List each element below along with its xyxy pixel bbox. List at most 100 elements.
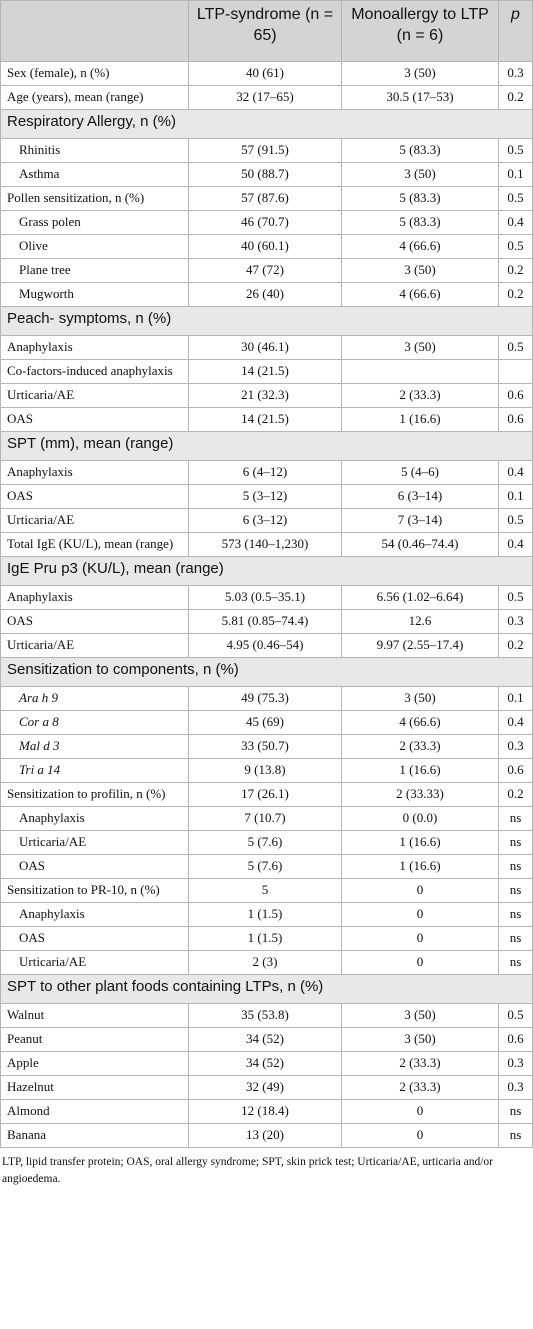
row-label: Total IgE (KU/L), mean (range) (0, 532, 189, 557)
data-row: Co-factors-induced anaphylaxis 14 (21.5) (0, 359, 533, 384)
cell-ltp: 7 (10.7) (188, 806, 342, 831)
row-label: Rhinitis (0, 138, 189, 163)
row-label: Anaphylaxis (0, 335, 189, 360)
data-row: Urticaria/AE 2 (3) 0 ns (0, 950, 533, 975)
data-row: Sensitization to profilin, n (%) 17 (26.1… (0, 782, 533, 807)
row-label: Almond (0, 1099, 189, 1124)
header-cell (0, 0, 189, 62)
cell-p: 0.5 (498, 138, 533, 163)
table-body: Sex (female), n (%) 40 (61) 3 (50) 0.3 Age (… (0, 61, 533, 1148)
cell-ltp: 40 (61) (188, 61, 342, 86)
cell-p: ns (498, 878, 533, 903)
data-row: OAS 5 (7.6) 1 (16.6) ns (0, 854, 533, 879)
cell-ltp: 5 (7.6) (188, 854, 342, 879)
cell-ltp: 35 (53.8) (188, 1003, 342, 1028)
cell-mono: 2 (33.3) (341, 1075, 499, 1100)
data-row: Age (years), mean (range) 32 (17–65) 30.5 … (0, 85, 533, 110)
section-row: Peach- symptoms, n (%) (0, 306, 533, 336)
row-label: Urticaria/AE (0, 508, 189, 533)
row-label: Pollen sensitization, n (%) (0, 186, 189, 211)
cell-p: 0.4 (498, 532, 533, 557)
cell-ltp: 13 (20) (188, 1123, 342, 1148)
cell-mono: 5 (83.3) (341, 210, 499, 235)
cell-p: 0.4 (498, 460, 533, 485)
cell-mono: 3 (50) (341, 258, 499, 283)
cell-p: ns (498, 854, 533, 879)
cell-p: 0.6 (498, 407, 533, 432)
row-label: Urticaria/AE (0, 830, 189, 855)
header-cell: Monoallergy to LTP (n = 6) (341, 0, 499, 62)
cell-ltp: 12 (18.4) (188, 1099, 342, 1124)
section-title: Respiratory Allergy, n (%) (0, 109, 533, 139)
data-row: Grass polen 46 (70.7) 5 (83.3) 0.4 (0, 210, 533, 235)
data-row: OAS 5 (3–12) 6 (3–14) 0.1 (0, 484, 533, 509)
cell-p: 0.2 (498, 282, 533, 307)
data-row: Mugworth 26 (40) 4 (66.6) 0.2 (0, 282, 533, 307)
row-label: Plane tree (0, 258, 189, 283)
data-table: LTP-syndrome (n = 65) Monoallergy to LTP… (0, 0, 533, 1148)
cell-ltp: 5.81 (0.85–74.4) (188, 609, 342, 634)
cell-p: ns (498, 950, 533, 975)
footnote: LTP, lipid transfer protein; OAS, oral a… (2, 1156, 493, 1185)
data-row: Hazelnut 32 (49) 2 (33.3) 0.3 (0, 1075, 533, 1100)
cell-ltp: 5 (7.6) (188, 830, 342, 855)
row-label: Apple (0, 1051, 189, 1076)
row-label: Grass polen (0, 210, 189, 235)
cell-mono: 2 (33.33) (341, 782, 499, 807)
data-row: Urticaria/AE 4.95 (0.46–54) 9.97 (2.55–17.… (0, 633, 533, 658)
cell-ltp: 17 (26.1) (188, 782, 342, 807)
cell-mono: 3 (50) (341, 335, 499, 360)
cell-mono: 2 (33.3) (341, 383, 499, 408)
data-row: Plane tree 47 (72) 3 (50) 0.2 (0, 258, 533, 283)
section-row: SPT to other plant foods containing LTPs… (0, 974, 533, 1004)
cell-ltp: 5 (3–12) (188, 484, 342, 509)
data-row: Banana 13 (20) 0 ns (0, 1123, 533, 1148)
cell-p: ns (498, 902, 533, 927)
cell-ltp: 46 (70.7) (188, 210, 342, 235)
cell-p: 0.2 (498, 782, 533, 807)
row-label: OAS (0, 609, 189, 634)
row-label: Mugworth (0, 282, 189, 307)
data-row: Olive 40 (60.1) 4 (66.6) 0.5 (0, 234, 533, 259)
data-row: OAS 5.81 (0.85–74.4) 12.6 0.3 (0, 609, 533, 634)
cell-p: 0.5 (498, 1003, 533, 1028)
data-row: Total IgE (KU/L), mean (range) 573 (140–1… (0, 532, 533, 557)
cell-ltp: 4.95 (0.46–54) (188, 633, 342, 658)
cell-p: 0.2 (498, 85, 533, 110)
cell-ltp: 34 (52) (188, 1051, 342, 1076)
cell-p: ns (498, 1099, 533, 1124)
data-row: Urticaria/AE 21 (32.3) 2 (33.3) 0.6 (0, 383, 533, 408)
data-row: Peanut 34 (52) 3 (50) 0.6 (0, 1027, 533, 1052)
cell-p: 0.1 (498, 484, 533, 509)
row-label: Sensitization to profilin, n (%) (0, 782, 189, 807)
cell-p: 0.6 (498, 758, 533, 783)
row-label: Anaphylaxis (0, 902, 189, 927)
cell-ltp: 32 (49) (188, 1075, 342, 1100)
data-row: OAS 1 (1.5) 0 ns (0, 926, 533, 951)
cell-p: 0.3 (498, 1075, 533, 1100)
cell-mono: 1 (16.6) (341, 407, 499, 432)
data-row: OAS 14 (21.5) 1 (16.6) 0.6 (0, 407, 533, 432)
row-label: Peanut (0, 1027, 189, 1052)
cell-ltp: 57 (91.5) (188, 138, 342, 163)
cell-mono: 4 (66.6) (341, 710, 499, 735)
cell-mono (341, 359, 499, 384)
cell-mono: 7 (3–14) (341, 508, 499, 533)
cell-p: 0.2 (498, 258, 533, 283)
cell-mono: 12.6 (341, 609, 499, 634)
cell-mono: 0 (341, 902, 499, 927)
cell-mono: 0 (341, 1123, 499, 1148)
row-label: Hazelnut (0, 1075, 189, 1100)
cell-p: ns (498, 830, 533, 855)
cell-mono: 0 (341, 1099, 499, 1124)
cell-ltp: 57 (87.6) (188, 186, 342, 211)
cell-mono: 5 (83.3) (341, 186, 499, 211)
cell-ltp: 9 (13.8) (188, 758, 342, 783)
cell-ltp: 40 (60.1) (188, 234, 342, 259)
cell-ltp: 6 (4–12) (188, 460, 342, 485)
cell-p: 0.2 (498, 633, 533, 658)
cell-p: 0.3 (498, 734, 533, 759)
data-row: Cor a 8 45 (69) 4 (66.6) 0.4 (0, 710, 533, 735)
data-row: Anaphylaxis 7 (10.7) 0 (0.0) ns (0, 806, 533, 831)
section-row: Sensitization to components, n (%) (0, 657, 533, 687)
